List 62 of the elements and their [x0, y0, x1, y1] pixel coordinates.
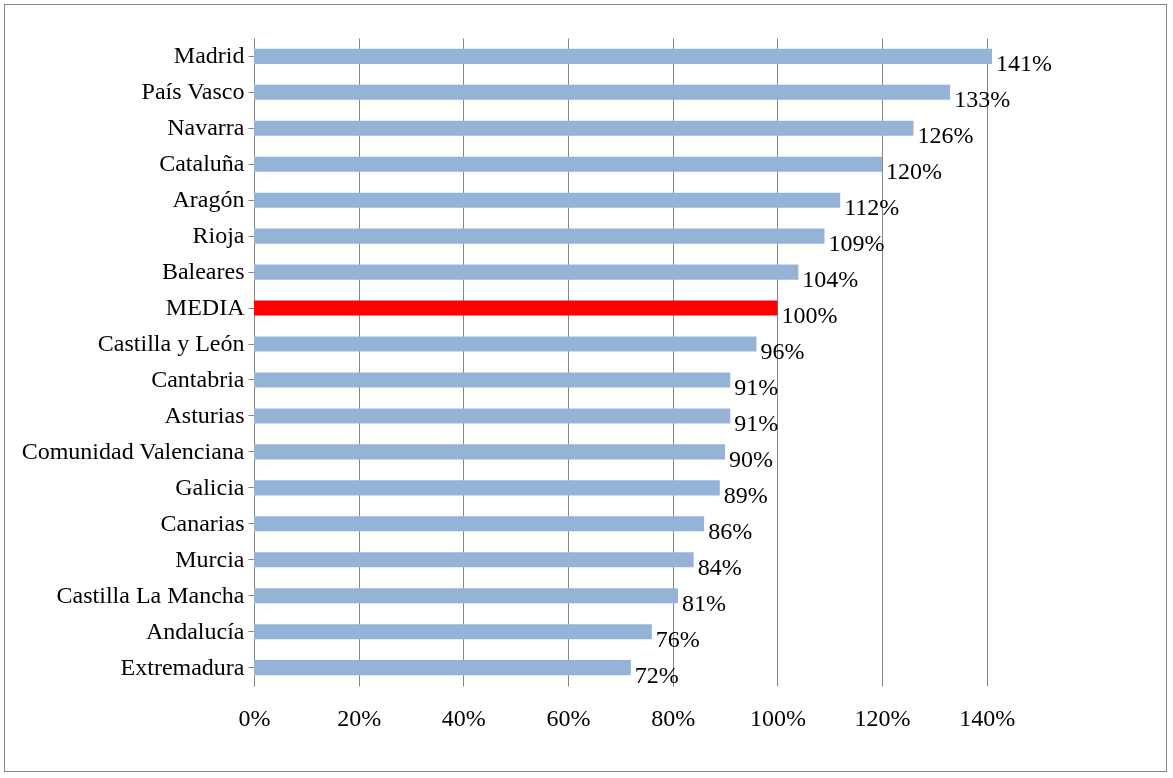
y-tick-label: Baleares — [161, 258, 245, 285]
x-tick-label: 80% — [651, 704, 696, 731]
y-tick-label: Canarias — [160, 509, 245, 536]
bar — [254, 264, 799, 280]
bar — [254, 192, 841, 208]
data-label: 96% — [760, 338, 805, 365]
x-tick-label: 60% — [546, 704, 591, 731]
bar — [254, 660, 631, 676]
bar — [254, 444, 726, 460]
bar — [254, 408, 731, 424]
bar — [254, 588, 678, 604]
bar — [254, 228, 825, 244]
x-tick-label: 40% — [441, 704, 486, 731]
y-tick-label: Rioja — [192, 222, 245, 249]
y-tick-label: Navarra — [167, 114, 245, 141]
y-tick-label: Madrid — [173, 42, 245, 69]
y-tick-label: Cataluña — [159, 150, 245, 177]
data-label: 109% — [828, 230, 885, 257]
data-label: 91% — [734, 409, 779, 436]
data-label: 72% — [634, 661, 679, 688]
data-label: 100% — [781, 302, 838, 329]
y-tick-label: Galicia — [175, 473, 245, 500]
y-tick-label: Asturias — [164, 401, 245, 428]
x-tick-label: 20% — [337, 704, 382, 731]
bar — [254, 624, 652, 640]
x-tick-label: 140% — [959, 704, 1016, 731]
bar — [254, 300, 778, 316]
x-tick-label: 100% — [749, 704, 806, 731]
bar — [254, 336, 757, 352]
data-label: 76% — [655, 625, 700, 652]
data-label: 133% — [954, 86, 1011, 113]
bar — [254, 84, 951, 100]
data-label: 90% — [729, 445, 774, 472]
bar — [254, 120, 914, 136]
y-tick-label: Aragón — [172, 186, 245, 213]
y-tick-label: Castilla y León — [97, 330, 245, 357]
y-tick-label: MEDIA — [165, 294, 246, 321]
x-tick-label: 120% — [854, 704, 911, 731]
y-tick-label: Murcia — [175, 545, 245, 572]
data-label: 104% — [802, 266, 859, 293]
bar — [254, 156, 883, 172]
data-label: 91% — [734, 373, 779, 400]
data-label: 84% — [697, 553, 742, 580]
data-label: 126% — [917, 122, 974, 149]
y-tick-label: Cantabria — [151, 365, 245, 392]
bar — [254, 516, 705, 532]
y-tick-label: Andalucía — [145, 617, 245, 644]
x-tick-label: 0% — [238, 704, 271, 731]
bar — [254, 48, 992, 64]
data-label: 141% — [996, 50, 1052, 77]
y-tick-label: Castilla La Mancha — [56, 581, 245, 608]
data-label: 86% — [708, 517, 753, 544]
data-label: 120% — [886, 158, 943, 185]
data-label: 81% — [681, 589, 726, 616]
bar — [254, 480, 720, 496]
bar — [254, 552, 694, 568]
y-tick-label: Comunidad Valenciana — [21, 437, 245, 464]
y-tick-label: País Vasco — [141, 78, 245, 105]
data-label: 112% — [844, 194, 900, 221]
bar — [254, 372, 731, 388]
data-label: 89% — [723, 481, 768, 508]
y-tick-label: Extremadura — [120, 653, 245, 680]
